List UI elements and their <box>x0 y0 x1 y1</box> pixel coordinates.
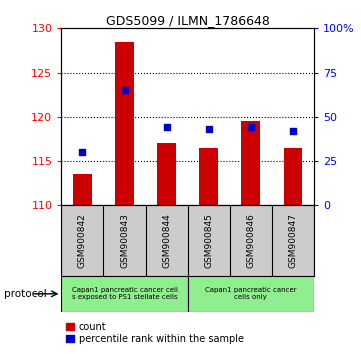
Point <box>206 126 212 132</box>
Text: Capan1 pancreatic cancer cell
s exposed to PS1 stellate cells: Capan1 pancreatic cancer cell s exposed … <box>71 287 178 300</box>
Text: GSM900845: GSM900845 <box>204 213 213 268</box>
Bar <box>73 174 92 205</box>
Text: GSM900847: GSM900847 <box>288 213 297 268</box>
Bar <box>199 148 218 205</box>
Text: protocol: protocol <box>4 289 46 299</box>
Legend: count, percentile rank within the sample: count, percentile rank within the sample <box>66 322 244 344</box>
Point <box>122 87 127 93</box>
Text: GSM900843: GSM900843 <box>120 213 129 268</box>
Bar <box>61 276 188 312</box>
Point <box>290 128 296 134</box>
Title: GDS5099 / ILMN_1786648: GDS5099 / ILMN_1786648 <box>106 14 270 27</box>
Point <box>248 125 254 130</box>
Point <box>164 125 170 130</box>
Bar <box>188 276 314 312</box>
Bar <box>242 121 260 205</box>
Point <box>79 149 85 155</box>
Bar <box>115 41 134 205</box>
Bar <box>283 148 303 205</box>
Text: GSM900842: GSM900842 <box>78 213 87 268</box>
Text: Capan1 pancreatic cancer
cells only: Capan1 pancreatic cancer cells only <box>205 287 297 300</box>
Text: GSM900846: GSM900846 <box>247 213 255 268</box>
Text: GSM900844: GSM900844 <box>162 213 171 268</box>
Bar <box>157 143 176 205</box>
